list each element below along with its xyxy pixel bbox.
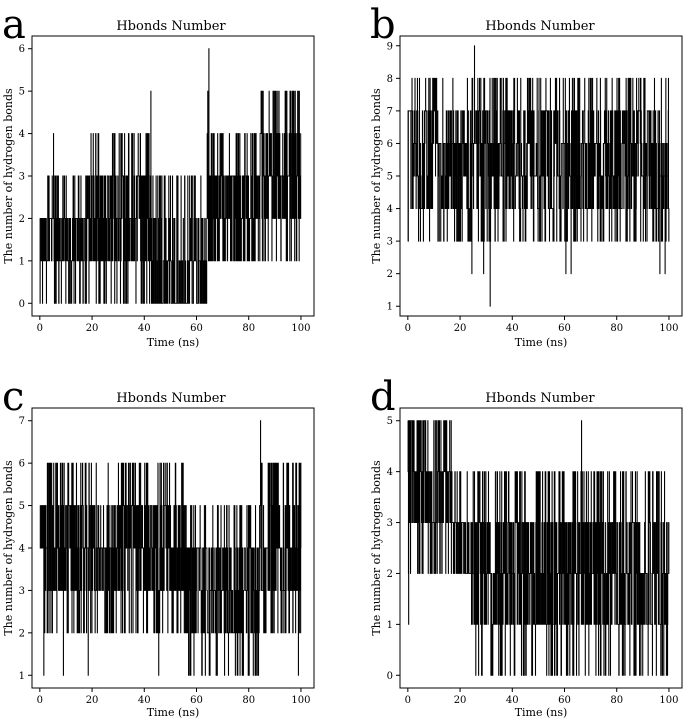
y-tick-label: 0 <box>387 671 393 682</box>
y-tick-label: 4 <box>19 544 25 555</box>
y-tick-label: 3 <box>19 172 25 183</box>
y-axis-label: The number of hydrogen bonds <box>370 88 383 264</box>
panel-d: d Hbonds Number 0 20 40 60 80 100 0 1 2 3 4 5 Time… <box>370 374 683 719</box>
y-tick-label: 2 <box>387 569 393 580</box>
x-tick-label: 100 <box>659 323 678 334</box>
x-tick-label: 80 <box>242 695 255 706</box>
x-axis-ticks: 0 20 40 60 80 100 <box>405 316 678 334</box>
y-axis-label: The number of hydrogen bonds <box>2 88 15 264</box>
series-line <box>39 420 302 676</box>
x-axis-ticks: 0 20 40 60 80 100 <box>37 688 310 706</box>
x-tick-label: 80 <box>610 323 623 334</box>
y-tick-label: 5 <box>387 172 393 183</box>
y-tick-label: 5 <box>19 87 25 98</box>
x-axis-label: Time (ns) <box>515 706 568 719</box>
y-tick-label: 7 <box>387 106 393 117</box>
plot-frame <box>399 407 683 689</box>
x-axis-label: Time (ns) <box>147 336 200 349</box>
chart-title: Hbonds Number <box>116 391 226 406</box>
y-axis-label: The number of hydrogen bonds <box>370 460 383 636</box>
y-tick-label: 1 <box>387 620 393 631</box>
plot-area <box>407 45 670 307</box>
y-tick-label: 0 <box>19 299 25 310</box>
x-tick-label: 100 <box>291 323 310 334</box>
x-tick-label: 0 <box>37 695 43 706</box>
y-tick-label: 6 <box>19 459 25 470</box>
x-tick-label: 20 <box>454 323 467 334</box>
x-tick-label: 40 <box>506 695 519 706</box>
x-tick-label: 0 <box>405 695 411 706</box>
y-tick-label: 1 <box>19 256 25 267</box>
y-tick-label: 2 <box>19 628 25 639</box>
panel-c: c Hbonds Number 0 20 40 60 80 100 1 2 3 4 5 6 7 Tim… <box>2 374 315 719</box>
y-tick-label: 1 <box>387 302 393 313</box>
x-tick-label: 60 <box>190 695 203 706</box>
y-tick-label: 6 <box>19 44 25 55</box>
y-tick-label: 4 <box>19 129 25 140</box>
y-axis-ticks: 1 2 3 4 5 6 7 8 9 <box>387 41 400 313</box>
plot-area <box>39 48 302 304</box>
y-tick-label: 3 <box>19 586 25 597</box>
y-axis-ticks: 0 1 2 3 4 5 6 <box>19 44 32 310</box>
x-tick-label: 60 <box>190 323 203 334</box>
x-tick-label: 100 <box>659 695 678 706</box>
y-axis-label: The number of hydrogen bonds <box>2 460 15 636</box>
plot-area <box>39 420 302 676</box>
y-tick-label: 2 <box>19 214 25 225</box>
x-tick-label: 0 <box>405 323 411 334</box>
y-tick-label: 7 <box>19 416 25 427</box>
x-tick-label: 40 <box>506 323 519 334</box>
y-tick-label: 5 <box>19 501 25 512</box>
y-tick-label: 3 <box>387 518 393 529</box>
x-tick-label: 60 <box>558 323 571 334</box>
y-tick-label: 4 <box>387 467 393 478</box>
x-axis-label: Time (ns) <box>147 706 200 719</box>
series-line <box>39 48 302 304</box>
x-tick-label: 0 <box>37 323 43 334</box>
y-tick-label: 6 <box>387 139 393 150</box>
x-tick-label: 20 <box>86 323 99 334</box>
panel-b: b Hbonds Number 0 20 40 60 80 100 1 2 3 4 5 6 7 8 9 T… <box>370 2 683 349</box>
y-tick-label: 8 <box>387 74 393 85</box>
x-axis-ticks: 0 20 40 60 80 100 <box>37 316 310 334</box>
x-tick-label: 100 <box>291 695 310 706</box>
y-tick-label: 9 <box>387 41 393 52</box>
x-tick-label: 60 <box>558 695 571 706</box>
plot-area <box>407 420 670 676</box>
y-tick-label: 2 <box>387 269 393 280</box>
x-axis-ticks: 0 20 40 60 80 100 <box>405 688 678 706</box>
y-axis-ticks: 1 2 3 4 5 6 7 <box>19 416 32 682</box>
panel-a: a Hbonds Number 0 20 40 60 80 100 0 1 2 3 4 5 6 Tim… <box>2 2 315 349</box>
panel-letter: c <box>2 374 24 420</box>
x-tick-label: 20 <box>454 695 467 706</box>
chart-title: Hbonds Number <box>116 19 226 34</box>
x-tick-label: 80 <box>242 323 255 334</box>
chart-title: Hbonds Number <box>485 391 595 406</box>
y-axis-ticks: 0 1 2 3 4 5 <box>387 416 400 682</box>
y-tick-label: 3 <box>387 237 393 248</box>
series-line <box>407 45 670 307</box>
panel-letter: b <box>370 2 396 48</box>
y-tick-label: 5 <box>387 416 393 427</box>
x-tick-label: 40 <box>138 695 151 706</box>
x-tick-label: 20 <box>86 695 99 706</box>
series-line <box>407 420 670 676</box>
y-tick-label: 1 <box>19 671 25 682</box>
chart-title: Hbonds Number <box>485 19 595 34</box>
x-tick-label: 40 <box>138 323 151 334</box>
panel-letter: d <box>370 374 396 420</box>
x-tick-label: 80 <box>610 695 623 706</box>
y-tick-label: 4 <box>387 204 393 215</box>
panel-letter: a <box>2 2 26 48</box>
x-axis-label: Time (ns) <box>515 336 568 349</box>
